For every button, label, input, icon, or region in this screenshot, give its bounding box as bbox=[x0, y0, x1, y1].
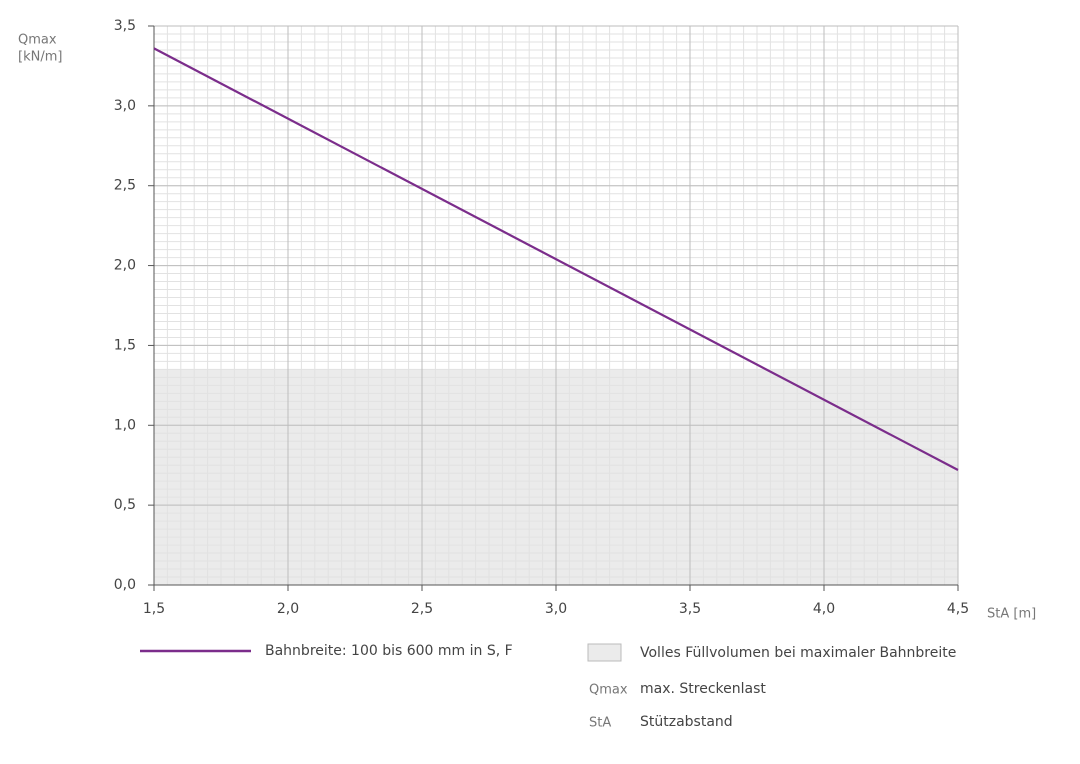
x-tick-label: 1,5 bbox=[143, 601, 165, 617]
y-tick-label: 1,5 bbox=[114, 337, 136, 353]
y-tick-label: 0,0 bbox=[114, 577, 136, 593]
note-text: max. Streckenlast bbox=[640, 681, 766, 697]
note-abbr: Qmax bbox=[589, 683, 628, 698]
x-tick-label: 3,5 bbox=[679, 601, 701, 617]
x-tick-label: 2,5 bbox=[411, 601, 433, 617]
note-abbr: StA bbox=[589, 716, 611, 731]
y-tick-label: 0,5 bbox=[114, 497, 136, 513]
y-tick-label: 3,0 bbox=[114, 98, 136, 114]
y-tick-label: 2,0 bbox=[114, 258, 136, 274]
legend-swatch bbox=[587, 643, 622, 662]
x-axis-label: StA [m] bbox=[987, 607, 1036, 622]
y-axis-label: [kN/m] bbox=[18, 50, 62, 65]
y-tick-label: 3,5 bbox=[114, 18, 136, 34]
x-tick-label: 4,0 bbox=[813, 601, 835, 617]
y-axis-label: Qmax bbox=[18, 33, 57, 48]
y-tick-label: 1,0 bbox=[114, 417, 136, 433]
legend-label: Bahnbreite: 100 bis 600 mm in S, F bbox=[265, 643, 513, 659]
note-text: Stützabstand bbox=[640, 714, 733, 730]
y-tick-label: 2,5 bbox=[114, 178, 136, 194]
x-tick-label: 2,0 bbox=[277, 601, 299, 617]
data-line bbox=[153, 47, 959, 471]
x-tick-label: 4,5 bbox=[947, 601, 969, 617]
x-tick-label: 3,0 bbox=[545, 601, 567, 617]
legend-label: Volles Füllvolumen bei maximaler Bahnbre… bbox=[640, 645, 956, 661]
